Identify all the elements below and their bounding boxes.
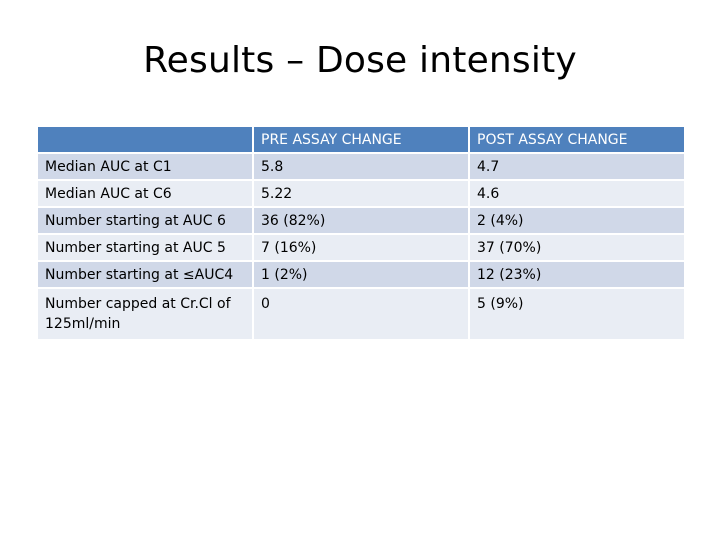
row-label: Number starting at AUC 6: [36, 206, 254, 235]
pre-assay-value: 1 (2%): [252, 260, 470, 289]
header-cell-post-assay: POST ASSAY CHANGE: [468, 125, 686, 154]
pre-assay-value: 7 (16%): [252, 233, 470, 262]
row-label: Number capped at Cr.Cl of 125ml/min: [36, 287, 254, 341]
table-header-row: PRE ASSAY CHANGE POST ASSAY CHANGE: [36, 125, 686, 154]
post-assay-value: 37 (70%): [468, 233, 686, 262]
pre-assay-value: 5.8: [252, 152, 470, 181]
table-row: Number starting at AUC 5 7 (16%) 37 (70%…: [36, 233, 686, 262]
post-assay-value: 12 (23%): [468, 260, 686, 289]
pre-assay-value: 0: [252, 287, 470, 341]
table-row: Median AUC at C6 5.22 4.6: [36, 179, 686, 208]
pre-assay-value: 5.22: [252, 179, 470, 208]
table-row: Median AUC at C1 5.8 4.7: [36, 152, 686, 181]
row-label: Number starting at AUC 5: [36, 233, 254, 262]
row-label: Median AUC at C6: [36, 179, 254, 208]
header-cell-pre-assay: PRE ASSAY CHANGE: [252, 125, 470, 154]
results-table: PRE ASSAY CHANGE POST ASSAY CHANGE Media…: [36, 125, 686, 341]
table-row: Number starting at AUC 6 36 (82%) 2 (4%): [36, 206, 686, 235]
row-label: Median AUC at C1: [36, 152, 254, 181]
post-assay-value: 2 (4%): [468, 206, 686, 235]
pre-assay-value: 36 (82%): [252, 206, 470, 235]
header-cell-blank: [36, 125, 254, 154]
post-assay-value: 4.7: [468, 152, 686, 181]
post-assay-value: 5 (9%): [468, 287, 686, 341]
table-row: Number capped at Cr.Cl of 125ml/min 0 5 …: [36, 287, 686, 341]
slide-title: Results – Dose intensity: [143, 40, 577, 81]
table-row: Number starting at ≤AUC4 1 (2%) 12 (23%): [36, 260, 686, 289]
post-assay-value: 4.6: [468, 179, 686, 208]
row-label: Number starting at ≤AUC4: [36, 260, 254, 289]
